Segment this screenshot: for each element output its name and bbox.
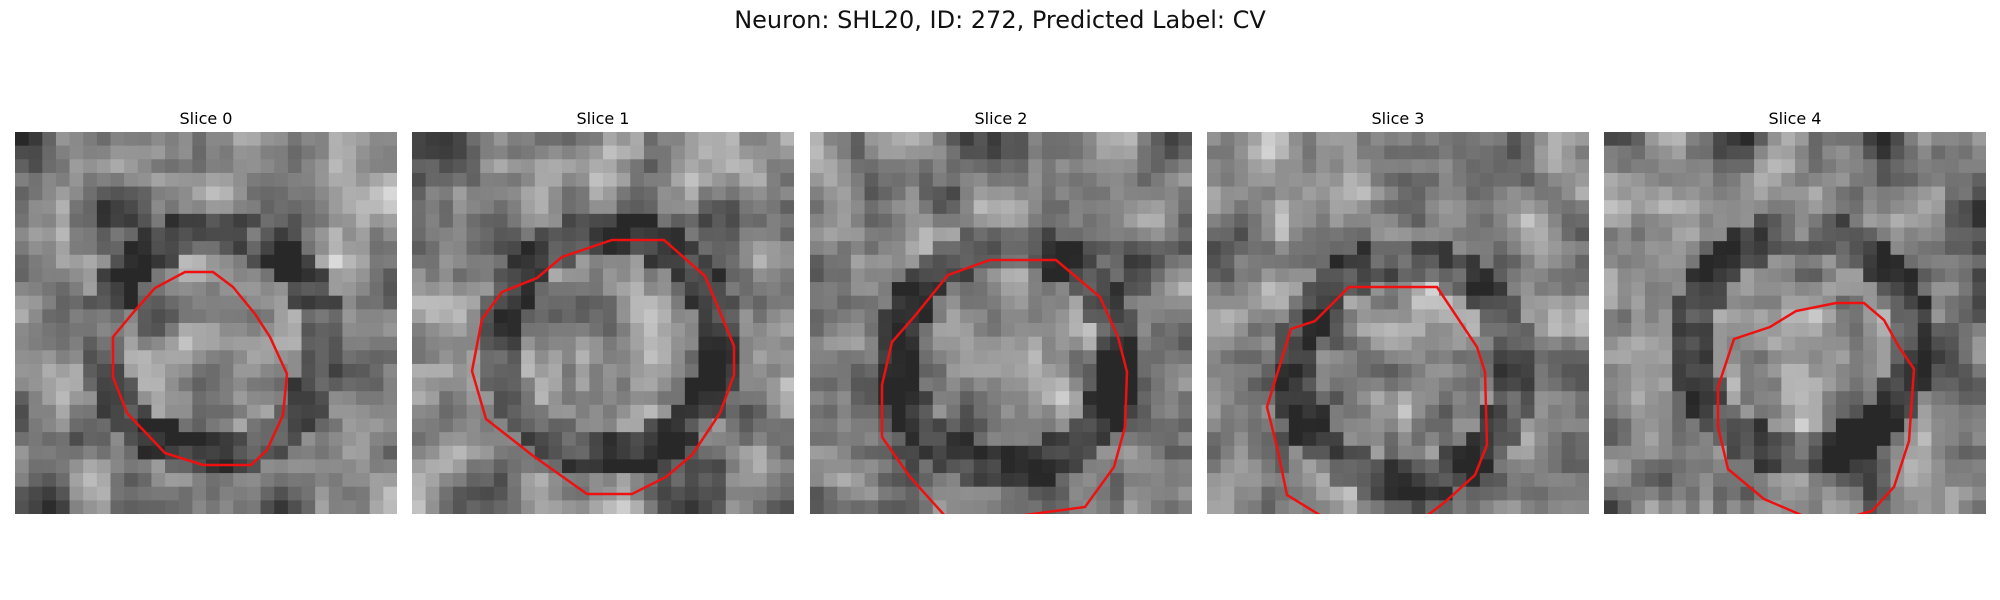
slice-title-3: Slice 3	[1371, 109, 1425, 128]
slice-panel-4: Slice 4	[1604, 108, 1986, 514]
slice-title-4: Slice 4	[1768, 109, 1822, 128]
slice-panel-1: Slice 1	[412, 108, 794, 514]
slice-panel-0: Slice 0	[15, 108, 397, 514]
cell-contour-1	[470, 238, 736, 496]
cell-contour-2	[880, 258, 1129, 514]
cell-contour-4	[1716, 301, 1916, 514]
slice-image-0	[15, 132, 397, 514]
slice-title-1: Slice 1	[576, 109, 630, 128]
slice-panel-2: Slice 2	[810, 108, 1192, 514]
slice-title-0: Slice 0	[179, 109, 233, 128]
slice-image-3	[1207, 132, 1589, 514]
slice-image-2	[810, 132, 1192, 514]
slice-image-1	[412, 132, 794, 514]
slice-title-2: Slice 2	[974, 109, 1028, 128]
slice-panel-3: Slice 3	[1207, 108, 1589, 514]
figure-title: Neuron: SHL20, ID: 272, Predicted Label:…	[734, 6, 1266, 34]
cell-contour-0	[111, 270, 289, 467]
slice-image-4	[1604, 132, 1986, 514]
cell-contour-3	[1265, 285, 1489, 514]
